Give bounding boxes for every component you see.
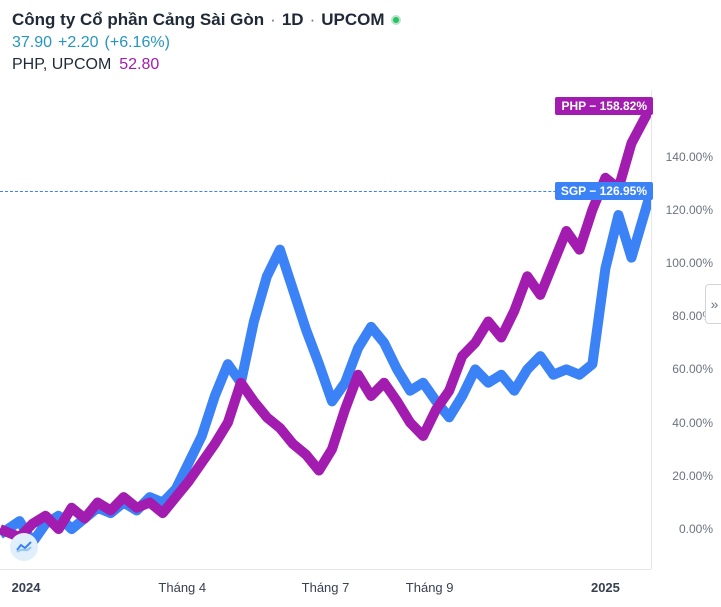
sgp-value-badge: SGP − 126.95% xyxy=(555,182,653,200)
price-change-pct: (+6.16%) xyxy=(105,34,170,52)
x-tick-label: Tháng 4 xyxy=(158,580,206,595)
y-tick-label: 100.00% xyxy=(666,256,713,270)
y-tick-label: 60.00% xyxy=(672,362,713,376)
expand-handle[interactable]: » xyxy=(705,284,721,324)
chart-header: Công ty Cổ phần Cảng Sài Gòn · 1D · UPCO… xyxy=(0,0,721,78)
indicator-button[interactable] xyxy=(10,533,38,561)
x-axis: 2024 Tháng 4 Tháng 7 Tháng 9 2025 xyxy=(0,569,651,607)
php-value-badge: PHP − 158.82% xyxy=(555,97,653,115)
x-tick-label: 2025 xyxy=(591,580,620,595)
chart-svg xyxy=(0,90,651,569)
plot-area[interactable]: PHP − 158.82% SGP − 126.95% xyxy=(0,90,651,569)
exchange: UPCOM xyxy=(321,10,384,30)
last-price: 37.90 xyxy=(12,34,52,52)
interval: 1D xyxy=(282,10,304,30)
y-tick-label: 0.00% xyxy=(679,522,713,536)
price-change: +2.20 xyxy=(58,34,98,52)
company-name: Công ty Cổ phần Cảng Sài Gòn xyxy=(12,10,264,30)
chart-area[interactable]: PHP − 158.82% SGP − 126.95% 0.00% 20.00% 4… xyxy=(0,90,721,569)
title-row: Công ty Cổ phần Cảng Sài Gòn · 1D · UPCO… xyxy=(12,10,709,30)
compare-symbol: PHP, UPCOM xyxy=(12,56,111,74)
compare-row: PHP, UPCOM 52.80 xyxy=(12,56,709,74)
separator: · xyxy=(270,10,276,30)
x-tick-label: Tháng 9 xyxy=(406,580,454,595)
separator: · xyxy=(310,10,316,30)
indicator-icon xyxy=(16,541,32,553)
y-tick-label: 140.00% xyxy=(666,150,713,164)
y-tick-label: 40.00% xyxy=(672,416,713,430)
chevron-right-icon: » xyxy=(711,296,719,312)
php-line xyxy=(0,106,651,537)
y-tick-label: 120.00% xyxy=(666,203,713,217)
y-axis: 0.00%20.00%40.00%60.00%80.00%100.00%120.… xyxy=(651,90,721,569)
y-tick-label: 20.00% xyxy=(672,469,713,483)
compare-price: 52.80 xyxy=(119,56,159,74)
market-status-dot xyxy=(391,15,401,25)
x-tick-label: Tháng 7 xyxy=(302,580,350,595)
x-tick-label: 2024 xyxy=(12,580,41,595)
sgp-line xyxy=(0,191,651,542)
price-row: 37.90 +2.20 (+6.16%) xyxy=(12,34,709,52)
